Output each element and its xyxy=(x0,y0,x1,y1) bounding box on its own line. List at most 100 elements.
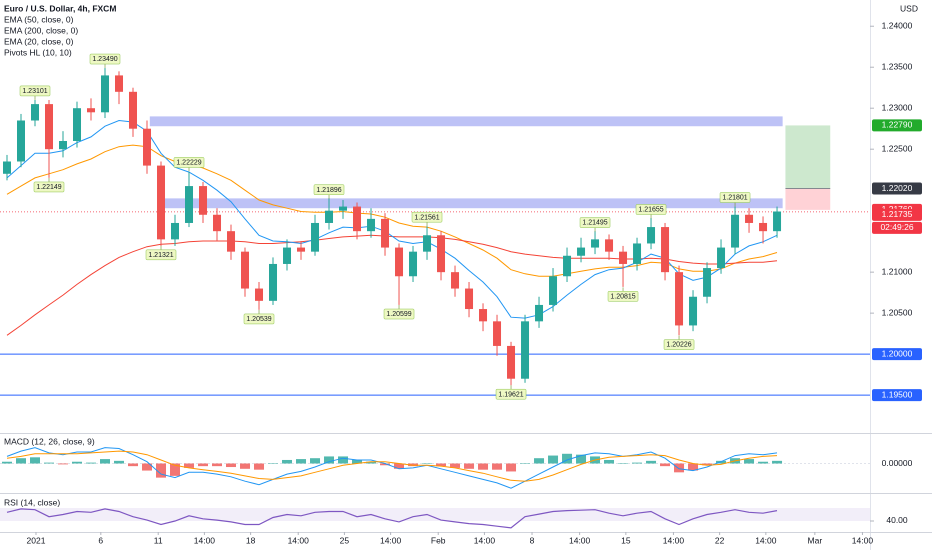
histogram-bar xyxy=(758,461,769,464)
pivot-label: 1.20815 xyxy=(610,293,635,300)
histogram-bar xyxy=(254,463,265,470)
histogram-bar xyxy=(128,463,139,467)
price-tag-label: 1.19500 xyxy=(882,389,913,399)
pivot-box xyxy=(89,53,121,65)
pivot-label: 1.22229 xyxy=(176,160,201,167)
price-tag xyxy=(872,389,922,402)
histogram-bar xyxy=(576,454,587,464)
x-tick-label: 14:00 xyxy=(288,535,310,545)
histogram-bar xyxy=(394,463,405,469)
histogram-bar xyxy=(310,458,321,464)
legend-entry: EMA (50, close, 0) xyxy=(4,14,74,24)
pivot-box xyxy=(33,181,65,193)
legend-entry: EMA (20, close, 0) xyxy=(4,36,74,46)
candle-body xyxy=(451,272,460,289)
candle-body xyxy=(185,186,194,223)
candle-body xyxy=(409,251,418,277)
candle-body xyxy=(647,227,656,244)
histogram-bar xyxy=(702,463,713,466)
price-tag-label: 1.21735 xyxy=(882,209,913,219)
candle-body xyxy=(255,288,264,301)
candle-body xyxy=(283,247,292,264)
countdown: 02:49:26 xyxy=(880,222,913,232)
pivot-label: 1.20599 xyxy=(386,311,411,318)
currency: USD xyxy=(900,3,918,13)
histogram-bar xyxy=(198,463,209,467)
pivot-box xyxy=(719,192,751,203)
histogram-bar xyxy=(436,463,447,467)
pivot-label: 1.21495 xyxy=(582,220,607,227)
x-tick-label: 11 xyxy=(154,535,163,545)
price-tag-label: 1.22020 xyxy=(882,183,913,193)
pivot-box xyxy=(313,184,345,195)
indicator-line xyxy=(6,450,778,482)
x-tick-label: 14:00 xyxy=(380,535,402,545)
candle-body xyxy=(171,222,180,240)
histogram-bar xyxy=(366,461,377,464)
x-tick-label: 8 xyxy=(530,535,535,545)
candle-body xyxy=(759,222,768,232)
histogram-bar xyxy=(226,463,237,468)
candle-body xyxy=(675,272,684,326)
histogram-bar xyxy=(632,462,643,464)
histogram-bar xyxy=(744,459,755,464)
pivot-box xyxy=(635,204,667,215)
macd-title: MACD (12, 26, close, 9) xyxy=(4,436,95,446)
price-tag-label: 1.22790 xyxy=(882,120,913,130)
pivot-label: 1.20539 xyxy=(246,316,271,323)
histogram-bar xyxy=(268,463,279,464)
x-tick-label: Feb xyxy=(431,535,446,545)
candle-body xyxy=(213,214,222,232)
countdown-box xyxy=(872,221,922,234)
candle-body xyxy=(773,211,782,232)
x-tick-label: 18 xyxy=(246,535,256,545)
candle-body xyxy=(241,251,250,289)
histogram-bar xyxy=(324,456,335,464)
x-tick-label: 14:00 xyxy=(194,535,216,545)
candle-body xyxy=(73,108,82,141)
price-tag xyxy=(872,182,922,195)
pivot-label: 1.23490 xyxy=(92,56,117,63)
pivot-box xyxy=(173,157,205,168)
candle-body xyxy=(633,243,642,264)
x-tick-label: 14:00 xyxy=(663,535,685,545)
candle-body xyxy=(689,296,698,326)
histogram-bar xyxy=(114,460,125,464)
histogram-bar xyxy=(646,460,657,464)
y-tick-label: 40.00 xyxy=(886,515,908,525)
candle-body xyxy=(731,214,740,248)
pivot-label: 1.22149 xyxy=(36,184,61,191)
candle-body xyxy=(17,120,26,162)
candle-body xyxy=(563,255,572,277)
histogram-bar xyxy=(660,463,671,467)
x-tick-label: 15 xyxy=(621,535,631,545)
pivot-box xyxy=(411,211,443,223)
zone xyxy=(149,116,783,127)
histogram-bar xyxy=(212,463,223,467)
pivot-label: 1.21655 xyxy=(638,207,663,214)
pivot-label: 1.19621 xyxy=(498,391,523,398)
y-tick-label: 1.20500 xyxy=(882,307,913,317)
candle-body xyxy=(507,345,516,379)
candle-body xyxy=(115,75,124,92)
y-tick-label: 1.21000 xyxy=(882,266,913,276)
y-tick-label: 0.00000 xyxy=(882,458,913,468)
candle-body xyxy=(143,128,152,166)
price-tag xyxy=(872,348,922,361)
candle-body xyxy=(101,75,110,113)
histogram-bar xyxy=(240,463,251,469)
indicator-line xyxy=(6,447,778,489)
histogram-bar xyxy=(422,463,433,464)
pivots-legend: Pivots HL (10, 10) xyxy=(4,47,72,57)
pivot-box xyxy=(383,308,415,320)
histogram-bar xyxy=(380,463,391,466)
histogram-bar xyxy=(352,459,363,464)
x-tick-label: 6 xyxy=(98,535,103,545)
histogram-bar xyxy=(338,456,349,464)
histogram-bar xyxy=(58,463,69,465)
histogram-bar xyxy=(184,463,195,468)
x-tick-label: 14:00 xyxy=(755,535,777,545)
y-tick-label: 1.22500 xyxy=(882,143,913,153)
symbol-title: Euro / U.S. Dollar, 4h, FXCM xyxy=(4,3,116,13)
